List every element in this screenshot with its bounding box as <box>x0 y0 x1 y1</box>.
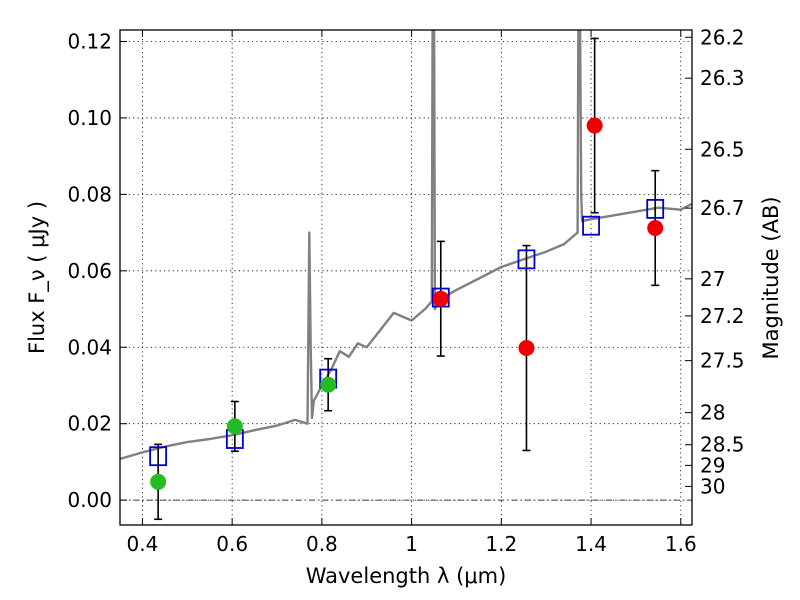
right-tick-label: 27.5 <box>700 349 745 373</box>
x-tick-label: 0.6 <box>216 532 248 556</box>
model-square <box>517 249 536 270</box>
right-axis-label: Magnitude (AB) <box>759 196 783 359</box>
x-axis-label: Wavelength λ (μm) <box>306 564 507 588</box>
right-tick-label: 26.2 <box>700 25 745 49</box>
right-tick-label: 28.5 <box>700 433 745 457</box>
observed-point-optical <box>150 473 167 490</box>
model-square <box>582 215 600 236</box>
y-tick-label: 0.00 <box>67 488 112 512</box>
x-tick-label: 1.2 <box>485 532 517 556</box>
y-tick-label: 0.04 <box>67 335 112 359</box>
ticks: 0.4 0.6 0.8 1 1.2 1.4 1.6 0.00 0.02 0.04 0.06 0.08 0… <box>67 25 744 556</box>
right-tick-label: 29 <box>700 453 725 477</box>
observed-point-nir <box>647 220 664 236</box>
y-tick-label: 0.06 <box>67 259 112 283</box>
x-tick-label: 1 <box>405 532 418 556</box>
right-tick-label: 27 <box>700 267 725 291</box>
sed-curve <box>120 30 692 461</box>
observed-point-nir <box>432 290 449 307</box>
right-tick-label: 26.3 <box>700 66 745 90</box>
y-tick-label: 0.10 <box>67 106 112 130</box>
observed-point-nir <box>518 340 535 357</box>
right-tick-label: 27.2 <box>700 304 745 328</box>
plot-frame <box>119 29 693 526</box>
observed-point-optical <box>226 418 243 435</box>
right-tick-label: 26.5 <box>700 137 745 161</box>
right-tick-label: 26.7 <box>700 196 745 220</box>
observed-point-optical <box>320 376 337 393</box>
y-tick-label: 0.02 <box>67 412 112 436</box>
x-tick-label: 0.8 <box>306 532 338 556</box>
sed-line <box>120 30 692 461</box>
y-tick-label: 0.12 <box>67 29 112 53</box>
model-square <box>646 198 665 219</box>
observed-points <box>150 117 664 490</box>
x-tick-label: 1.6 <box>665 532 697 556</box>
y-axis-label: Flux F_ν ( μJy ) <box>25 201 50 354</box>
right-tick-label: 28 <box>700 401 725 425</box>
observed-point-nir <box>586 117 603 134</box>
y-tick-label: 0.08 <box>67 182 112 206</box>
right-tick-label: 30 <box>700 474 725 498</box>
x-tick-label: 1.4 <box>575 532 607 556</box>
model-square <box>149 446 168 467</box>
x-tick-label: 0.4 <box>127 532 159 556</box>
